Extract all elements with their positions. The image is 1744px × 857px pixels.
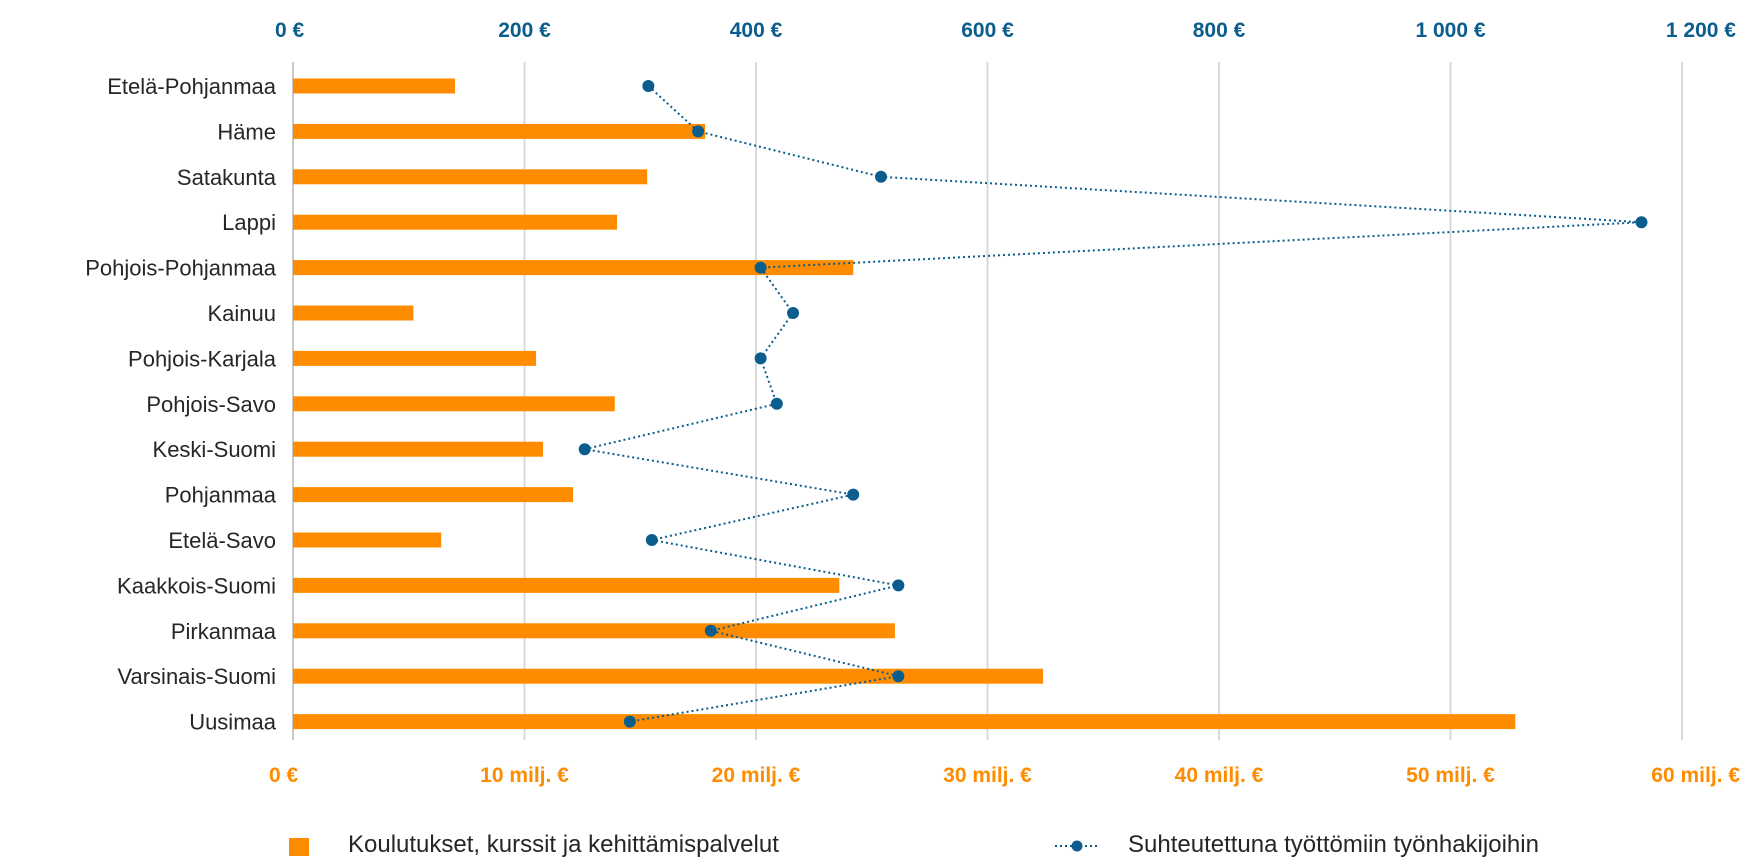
- category-label: Pohjanmaa: [165, 483, 277, 508]
- line-point: [704, 624, 717, 637]
- legend-line-marker: [1071, 840, 1083, 852]
- bottom-tick-label: 20 milj. €: [712, 764, 801, 787]
- category-label: Uusimaa: [189, 710, 277, 735]
- top-tick-label: 1 000 €: [1415, 19, 1485, 42]
- top-tick-label: 200 €: [498, 19, 551, 42]
- top-tick-label: 1 200 €: [1666, 19, 1736, 42]
- category-label: Pohjois-Karjala: [128, 346, 277, 371]
- top-tick-label: 400 €: [730, 19, 783, 42]
- category-label: Varsinais-Suomi: [117, 664, 276, 689]
- bar: [293, 123, 706, 139]
- top-tick-label: 800 €: [1193, 19, 1246, 42]
- bar: [293, 260, 854, 276]
- line-point: [754, 261, 767, 274]
- line-point: [645, 534, 658, 546]
- line-point: [787, 307, 800, 319]
- bottom-tick-label: 60 milj. €: [1651, 764, 1740, 787]
- line-point: [754, 352, 767, 365]
- line-point: [847, 488, 860, 501]
- line-point: [623, 715, 636, 728]
- bar: [293, 78, 456, 94]
- line-point: [642, 80, 655, 92]
- bar: [293, 532, 442, 548]
- bar: [293, 214, 618, 230]
- bottom-axis-ticks: 0 € 10 milj. € 20 milj. € 30 milj. € 40 milj…: [269, 764, 1740, 787]
- bar: [293, 350, 537, 366]
- category-label: Etelä-Pohjanmaa: [107, 74, 277, 99]
- bar: [293, 441, 544, 457]
- category-label: Satakunta: [177, 165, 277, 190]
- legend-bar-swatch: [289, 838, 309, 856]
- line-point: [692, 125, 705, 138]
- line-point: [892, 670, 905, 683]
- bottom-tick-label: 0 €: [269, 764, 299, 787]
- bar: [293, 623, 895, 639]
- legend-bar-label: Koulutukset, kurssit ja kehittämispalvel…: [348, 831, 779, 857]
- line-point: [1635, 216, 1648, 229]
- bar: [293, 169, 648, 185]
- legend: Koulutukset, kurssit ja kehittämispalvel…: [289, 831, 1539, 857]
- category-label: Pohjois-Pohjanmaa: [85, 256, 277, 281]
- bar: [293, 487, 574, 503]
- category-label: Pirkanmaa: [171, 619, 277, 644]
- bottom-tick-label: 40 milj. €: [1175, 764, 1264, 787]
- category-label: Lappi: [222, 210, 276, 235]
- bar: [293, 714, 1516, 730]
- line-point: [770, 397, 783, 410]
- line-series: [578, 80, 1648, 728]
- line-point: [578, 443, 591, 456]
- bottom-tick-label: 50 milj. €: [1406, 764, 1495, 787]
- bar: [293, 668, 1044, 684]
- top-tick-label: 600 €: [961, 19, 1014, 42]
- bar-series: [293, 78, 1516, 730]
- bar: [293, 396, 615, 412]
- bottom-tick-label: 30 milj. €: [943, 764, 1032, 787]
- category-labels: Etelä-Pohjanmaa Häme Satakunta Lappi Pohjois…: [85, 74, 277, 735]
- line-point: [892, 579, 905, 592]
- category-label: Kainuu: [207, 301, 276, 326]
- category-label: Kaakkois-Suomi: [117, 573, 276, 598]
- top-axis-ticks: 0 € 200 € 400 € 600 € 800 € 1 000 € 1 200 €: [275, 19, 1736, 42]
- category-label: Keski-Suomi: [153, 437, 276, 462]
- category-label: Etelä-Savo: [168, 528, 276, 553]
- legend-line-label: Suhteutettuna työttömiin työnhakijoihin: [1128, 831, 1539, 857]
- category-label: Pohjois-Savo: [146, 392, 276, 417]
- line-point: [875, 170, 888, 183]
- bar: [293, 577, 840, 593]
- bottom-tick-label: 10 milj. €: [480, 764, 569, 787]
- category-label: Häme: [217, 119, 276, 144]
- top-tick-label: 0 €: [275, 19, 305, 42]
- bar: [293, 305, 414, 321]
